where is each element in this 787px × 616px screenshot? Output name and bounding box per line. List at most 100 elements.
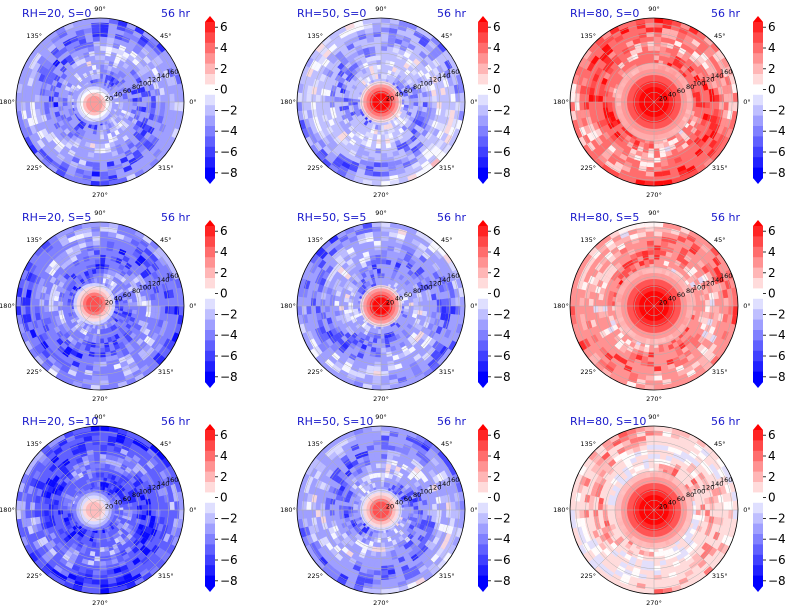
colorbar-tick-label: 0 <box>220 287 228 301</box>
angle-tick-label: 180° <box>0 302 15 310</box>
colorbar-segment <box>478 309 488 320</box>
field-cell <box>95 264 100 269</box>
field-cell <box>378 125 381 130</box>
field-cell <box>170 94 175 102</box>
field-cell <box>174 102 179 111</box>
field-cell <box>607 102 612 107</box>
field-cell <box>30 502 35 510</box>
field-cell <box>373 27 381 32</box>
field-cell <box>100 380 109 385</box>
field-cell <box>376 348 381 353</box>
field-cell <box>413 302 418 306</box>
colorbar-tick-label: −8 <box>768 370 786 384</box>
field-cell <box>348 306 353 310</box>
panel-title: RH=80, S=0 <box>570 7 639 20</box>
field-cell <box>646 172 654 177</box>
field-cell <box>607 301 612 306</box>
field-cell <box>381 273 385 278</box>
field-cell <box>142 510 147 515</box>
field-cell <box>100 134 104 139</box>
field-cell <box>376 60 381 65</box>
field-cell <box>316 95 321 102</box>
colorbar-tick-label: −2 <box>493 307 511 321</box>
field-cell <box>91 380 100 385</box>
colorbar-segment <box>753 372 763 383</box>
field-cell <box>649 55 654 60</box>
field-cell <box>654 348 659 353</box>
colorbar-segment <box>478 84 488 95</box>
field-cell <box>648 250 654 255</box>
field-cell <box>654 27 662 32</box>
field-cell <box>374 366 381 371</box>
field-cell <box>311 298 316 306</box>
field-cell <box>353 102 358 105</box>
field-cell <box>53 301 58 306</box>
colorbar-segment <box>753 361 763 372</box>
field-cell <box>372 23 381 28</box>
panel-time-label: 56 hr <box>437 7 466 20</box>
colorbar-tick-label: −8 <box>493 370 511 384</box>
field-cell <box>353 306 358 309</box>
field-cell <box>372 380 381 385</box>
panel-title: RH=20, S=0 <box>22 7 91 20</box>
field-cell <box>381 338 385 343</box>
field-cell <box>94 357 100 362</box>
field-cell <box>409 102 414 106</box>
angle-tick-label: 45° <box>160 32 172 40</box>
colorbar-segment <box>205 64 215 75</box>
angle-tick-label: 0° <box>189 98 196 106</box>
colorbar-segment <box>753 268 763 279</box>
angle-tick-label: 270° <box>92 395 108 403</box>
colorbar-segment <box>205 288 215 299</box>
field-cell <box>95 547 100 552</box>
field-cell <box>44 96 49 102</box>
colorbar-segment <box>753 32 763 43</box>
colorbar-tick-label: 2 <box>220 266 228 280</box>
field-cell <box>96 473 100 478</box>
field-cell <box>142 301 147 306</box>
colorbar-segment <box>753 257 763 268</box>
colorbar-tick-label: −4 <box>493 124 511 138</box>
colorbar-segment <box>478 157 488 168</box>
field-cell <box>63 506 68 510</box>
field-cell <box>378 329 381 334</box>
field-cell <box>306 306 311 314</box>
colorbar-tick-label: 2 <box>768 266 776 280</box>
colorbar-segment <box>753 84 763 95</box>
field-cell <box>647 162 654 167</box>
radial-tick-label: 20 <box>105 298 113 306</box>
field-cell <box>100 278 103 283</box>
field-cell <box>348 98 353 102</box>
colorbar-segment <box>205 84 215 95</box>
field-cell <box>100 27 108 32</box>
colorbar-tick-label: −2 <box>220 103 238 117</box>
field-cell <box>413 102 418 106</box>
colorbar-segment <box>753 53 763 64</box>
field-cell <box>63 98 68 102</box>
field-cell <box>589 306 594 313</box>
colorbar-tick-label: 4 <box>768 245 776 259</box>
field-cell <box>654 227 663 232</box>
colorbar-segment <box>478 64 488 75</box>
field-cell <box>100 227 109 232</box>
field-cell <box>423 301 428 306</box>
field-cell <box>95 343 100 348</box>
angle-tick-label: 180° <box>280 302 296 310</box>
colorbar-tick-label: 2 <box>493 266 501 280</box>
colorbar-segment <box>205 309 215 320</box>
colorbar-segment <box>478 351 488 362</box>
field-cell <box>348 102 353 106</box>
field-cell <box>97 329 100 334</box>
radial-tick-label: 40 <box>668 91 676 99</box>
field-cell <box>100 454 106 459</box>
field-cell <box>100 575 108 580</box>
field-cell <box>94 153 100 158</box>
field-cell <box>377 65 381 70</box>
field-cell <box>92 32 100 37</box>
field-cell <box>160 102 165 109</box>
angle-tick-label: 45° <box>714 32 726 40</box>
field-cell <box>654 376 662 381</box>
